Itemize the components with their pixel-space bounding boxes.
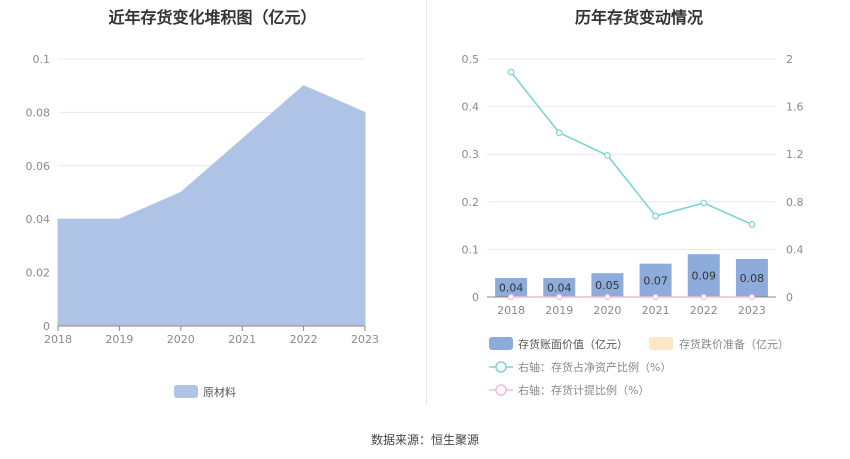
legend-label-net-asset-ratio: 右轴：存货占净资产比例（%） (518, 360, 671, 374)
left-area-chart: 0 0.02 0.04 0.06 0.08 0.1 2018 2019 2020 2021 2022… (26, 53, 380, 399)
left-chart-panel: 近年存货变化堆积图（亿元） 0 0.02 0.04 0.06 0.08 0.1 2018 20… (0, 0, 425, 405)
bar-data-label: 0.09 (692, 270, 717, 283)
legend-label-impairment: 存货跌价准备（亿元） (679, 337, 789, 351)
line-point-net-asset-ratio (555, 129, 563, 137)
legend-swatch-raw-materials (174, 385, 198, 398)
y-tick-label: 0.04 (26, 213, 51, 226)
right-chart-title: 历年存货变动情况 (574, 8, 703, 27)
bar-inventory-value (543, 277, 576, 297)
x-tick-label: 2022 (290, 333, 318, 346)
right-y-tick-label: 1.2 (786, 148, 804, 161)
left-chart-title: 近年存货变化堆积图（亿元） (108, 8, 317, 27)
data-source-note: 数据来源：恒生聚源 (370, 433, 479, 447)
x-tick-label: 2019 (105, 333, 133, 346)
y-tick-label: 0 (43, 320, 50, 333)
legend-label-inventory-value: 存货账面价值（亿元） (518, 337, 628, 351)
panel-divider (426, 0, 427, 405)
line-point-net-asset-ratio (507, 68, 515, 76)
area-series-raw-materials (57, 85, 366, 327)
line-point-net-asset-ratio (700, 199, 708, 207)
right-y-tick-label: 0.4 (786, 243, 804, 256)
line-point-net-asset-ratio (604, 151, 611, 159)
bar-inventory-value (591, 273, 624, 297)
left-y-tick-label: 0.1 (462, 243, 480, 256)
right-chart-panel: 历年存货变动情况 0 0 0.1 0.4 0.2 0.8 0.3 1.2 0.4 1.6 0.5 2 0… (428, 0, 850, 405)
x-tick-label: 2020 (167, 333, 195, 346)
line-point-net-asset-ratio (652, 212, 659, 220)
line-series-net-asset-ratio (510, 71, 753, 226)
left-y-tick-label: 0.3 (462, 148, 480, 161)
x-tick-label: 2023 (351, 333, 379, 346)
x-tick-label: 2020 (593, 304, 621, 317)
line-point-provision-ratio (700, 293, 707, 301)
line-point-provision-ratio (556, 293, 563, 301)
right-y-tick-label: 2 (786, 53, 793, 66)
bar-data-label: 0.08 (740, 272, 765, 285)
x-tick-label: 2019 (545, 304, 573, 317)
bar-inventory-value (639, 263, 672, 297)
x-tick-label: 2022 (690, 304, 718, 317)
legend-label-provision-ratio: 右轴：存货计提比例（%） (518, 383, 649, 397)
bar-inventory-value (735, 258, 768, 297)
bar-data-label: 0.04 (547, 281, 572, 294)
legend-marker-provision-ratio (495, 384, 507, 396)
legend-swatch-impairment (649, 337, 673, 350)
bar-inventory-value (495, 277, 528, 297)
y-tick-label: 0.02 (26, 267, 51, 280)
x-tick-label: 2021 (642, 304, 670, 317)
line-point-provision-ratio (507, 293, 515, 301)
line-point-net-asset-ratio (748, 221, 756, 228)
line-point-provision-ratio (604, 293, 611, 301)
x-tick-label: 2021 (228, 333, 256, 346)
left-y-tick-label: 0 (472, 291, 479, 304)
right-y-tick-label: 1.6 (786, 101, 804, 114)
line-point-provision-ratio (652, 293, 659, 301)
bar-data-label: 0.05 (595, 279, 620, 292)
left-y-tick-label: 0.4 (462, 101, 480, 114)
bar-data-label: 0.04 (499, 281, 523, 294)
bar-data-label: 0.07 (643, 274, 668, 287)
legend-marker-net-asset-ratio (495, 361, 507, 373)
x-tick-label: 2018 (497, 304, 525, 317)
x-tick-label: 2023 (738, 304, 766, 317)
right-y-tick-label: 0 (786, 291, 793, 304)
right-combo-chart: 0 0 0.1 0.4 0.2 0.8 0.3 1.2 0.4 1.6 0.5 2 0.04 0.04 0.… (462, 53, 804, 397)
x-tick-label: 2018 (44, 333, 72, 346)
right-y-tick-label: 0.8 (786, 196, 804, 209)
y-tick-label: 0.06 (26, 160, 51, 173)
left-y-tick-label: 0.5 (462, 53, 480, 66)
y-tick-label: 0.08 (26, 106, 51, 119)
line-point-provision-ratio (748, 293, 756, 301)
legend-swatch-inventory-value (489, 337, 513, 350)
bar-inventory-value (687, 254, 720, 297)
y-tick-label: 0.1 (33, 53, 51, 66)
legend-label-raw-materials: 原材料 (203, 385, 236, 399)
left-y-tick-label: 0.2 (462, 196, 480, 209)
